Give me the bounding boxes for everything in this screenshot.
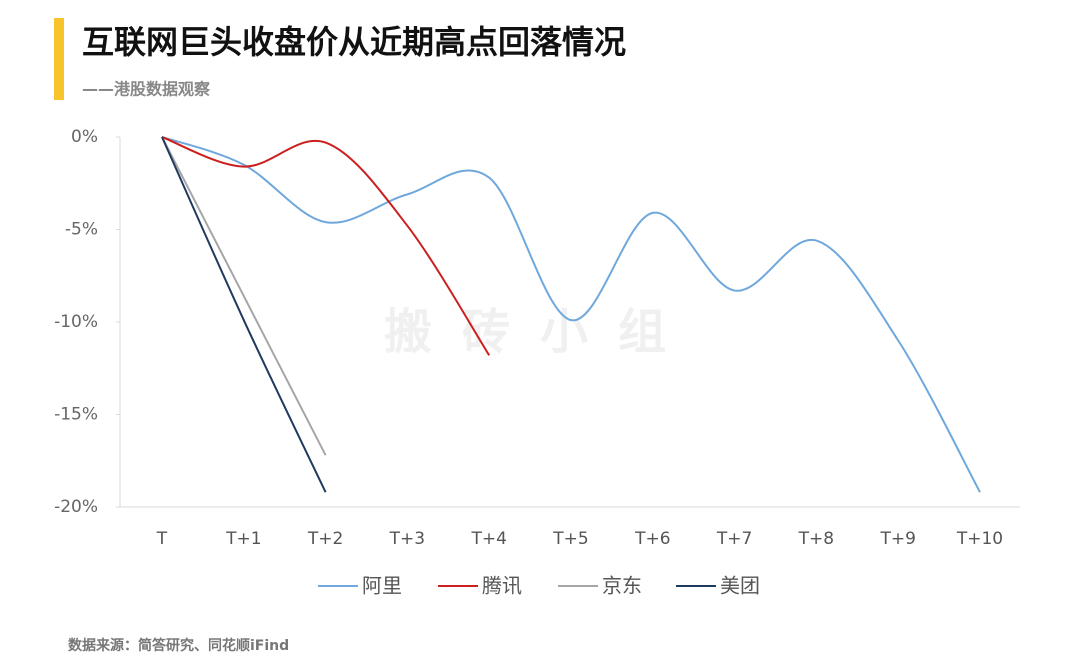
- subtitle: ——港股数据观察: [82, 80, 211, 99]
- y-tick-label: -15%: [54, 405, 98, 425]
- legend-label: 京东: [602, 574, 642, 598]
- series-line: [161, 136, 327, 456]
- y-tick-label: -10%: [54, 312, 98, 332]
- source: 数据来源：简答研究、同花顺iFind: [68, 637, 289, 654]
- legend-label: 腾讯: [482, 574, 522, 598]
- x-tick-label: T+8: [798, 529, 834, 549]
- x-tick-label: T+3: [389, 529, 425, 549]
- watermark: 搬砖小组: [384, 304, 696, 360]
- y-tick-label: -5%: [65, 220, 98, 240]
- series-line: [161, 136, 981, 493]
- x-tick-label: T+6: [634, 529, 670, 549]
- x-tick-label: T: [156, 529, 168, 549]
- x-tick-label: T+5: [552, 529, 588, 549]
- x-tick-label: T+7: [716, 529, 752, 549]
- x-tick-label: T+9: [879, 529, 915, 549]
- series-line: [161, 136, 327, 493]
- title-accent: [54, 18, 64, 100]
- x-tick-label: T+10: [956, 529, 1003, 549]
- legend-label: 美团: [720, 574, 760, 598]
- x-tick-label: T+4: [470, 529, 506, 549]
- y-tick-label: 0%: [71, 127, 98, 147]
- x-tick-label: T+1: [225, 529, 261, 549]
- y-tick-label: -20%: [54, 497, 98, 517]
- x-tick-label: T+2: [307, 529, 343, 549]
- chart-title: 互联网巨头收盘价从近期高点回落情况: [82, 23, 626, 61]
- series-line: [161, 136, 491, 356]
- legend-label: 阿里: [362, 574, 402, 598]
